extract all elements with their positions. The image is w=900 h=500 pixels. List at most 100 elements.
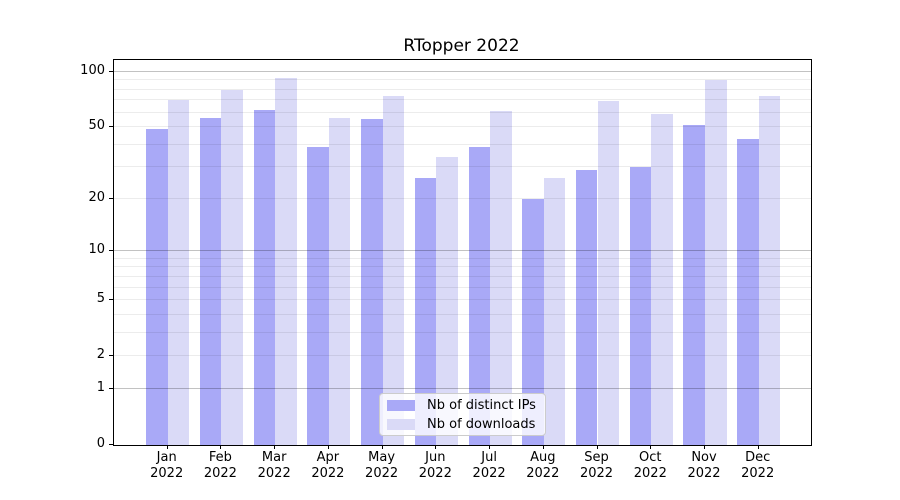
x-tick-year: 2022 (687, 466, 721, 481)
x-tick-year: 2022 (526, 466, 560, 481)
bar-downloads-jan (167, 100, 190, 445)
bar-downloads-feb (221, 89, 243, 445)
x-tick-month: Jan (156, 450, 177, 465)
bar-ips-dec (737, 138, 759, 445)
y-tick-label: 0 (96, 436, 105, 451)
x-tick-month: Mar (261, 450, 287, 465)
x-tick-month: Aug (530, 450, 556, 465)
x-tick-month: Apr (316, 450, 340, 465)
gridline-minor (114, 275, 811, 277)
x-tick-month: Feb (208, 450, 232, 465)
x-tick-year: 2022 (741, 466, 775, 481)
bar-downloads-sep (597, 101, 620, 445)
y-axis-tick (109, 355, 113, 357)
x-tick-label: Apr 2022 (298, 450, 358, 482)
legend-label-ips: Nb of distinct IPs (427, 397, 536, 413)
bar-downloads-aug (543, 178, 566, 445)
legend: Nb of distinct IPs Nb of downloads (379, 393, 546, 436)
x-tick-year: 2022 (633, 466, 667, 481)
x-tick-year: 2022 (579, 466, 614, 481)
gridline-minor (114, 79, 811, 81)
x-axis-tick (489, 445, 491, 449)
y-tick-label: 20 (88, 189, 105, 205)
gridline-minor (114, 126, 811, 127)
legend-swatch-ips (387, 399, 415, 411)
gridline-minor (114, 143, 811, 145)
x-tick-month: Oct (639, 450, 662, 465)
gridline-major (114, 250, 811, 251)
y-tick-label: 100 (80, 62, 105, 78)
y-axis-tick (109, 387, 113, 389)
bar-ips-jun (414, 178, 437, 445)
y-axis-tick (109, 444, 113, 445)
gridline-major (114, 387, 811, 389)
gridline-minor (114, 111, 811, 113)
y-axis-tick (109, 299, 113, 301)
gridline-minor (114, 299, 811, 301)
x-tick-year: 2022 (365, 466, 399, 481)
x-tick-label: Sep 2022 (567, 450, 627, 482)
x-tick-month: Nov (691, 450, 717, 465)
legend-entry-downloads: Nb of downloads (380, 415, 545, 434)
x-axis-tick (596, 445, 598, 449)
x-axis-tick (757, 445, 759, 449)
chart-title: RTopper 2022 (403, 36, 520, 56)
bar-ips-mar (253, 109, 276, 445)
x-tick-label: Oct 2022 (620, 450, 680, 482)
gridline-major (114, 70, 811, 72)
y-axis-tick (109, 197, 113, 199)
gridline-minor (114, 286, 811, 288)
legend-entry-ips: Nb of distinct IPs (380, 396, 545, 415)
bar-downloads-dec (758, 95, 781, 445)
bar-ips-nov (683, 125, 705, 445)
x-tick-month: Jul (481, 450, 497, 465)
x-tick-label: Jan 2022 (137, 450, 197, 482)
x-axis-tick (274, 445, 276, 449)
gridline-minor (114, 257, 811, 259)
x-axis-tick (435, 445, 437, 449)
bar-downloads-jun (436, 157, 458, 445)
x-tick-month: Sep (584, 450, 609, 465)
x-tick-label: Mar 2022 (244, 450, 304, 482)
gridline-minor (114, 355, 811, 357)
x-axis-tick (704, 445, 705, 449)
x-tick-label: Dec 2022 (728, 450, 788, 482)
bar-downloads-may (382, 95, 405, 445)
gridline-minor (114, 331, 811, 333)
y-axis-tick (109, 250, 113, 251)
x-axis-tick (650, 445, 652, 449)
bar-downloads-mar (275, 78, 297, 445)
bar-ips-oct (629, 167, 652, 445)
x-tick-year: 2022 (311, 466, 345, 481)
x-tick-label: Jun 2022 (405, 450, 465, 482)
x-axis-tick (381, 445, 383, 449)
legend-label-downloads: Nb of downloads (427, 416, 536, 432)
x-tick-year: 2022 (203, 466, 237, 481)
x-tick-label: Feb 2022 (190, 450, 250, 482)
bar-ips-apr (307, 146, 329, 445)
x-axis-tick (542, 445, 544, 449)
bar-downloads-jul (490, 111, 512, 445)
y-tick-label: 5 (96, 291, 105, 307)
x-tick-label: Jul 2022 (459, 450, 519, 482)
bar-downloads-nov (705, 80, 727, 445)
gridline-minor (114, 99, 811, 101)
y-axis-tick (109, 70, 113, 72)
bar-ips-feb (199, 118, 222, 445)
gridline-minor (114, 313, 811, 315)
x-axis-tick (327, 445, 329, 449)
bar-downloads-apr (328, 118, 351, 445)
x-tick-year: 2022 (472, 466, 506, 481)
y-axis-tick (109, 126, 113, 127)
gridline-minor (114, 166, 811, 168)
x-tick-month: Dec (745, 450, 771, 465)
bar-ips-jan (146, 128, 168, 445)
bar-ips-may (361, 119, 383, 445)
y-tick-label: 50 (88, 118, 105, 133)
bar-downloads-oct (651, 113, 673, 445)
bar-ips-sep (575, 169, 598, 445)
x-tick-month: Jun (425, 450, 446, 465)
gridline-minor (114, 197, 811, 199)
x-tick-year: 2022 (257, 466, 291, 481)
